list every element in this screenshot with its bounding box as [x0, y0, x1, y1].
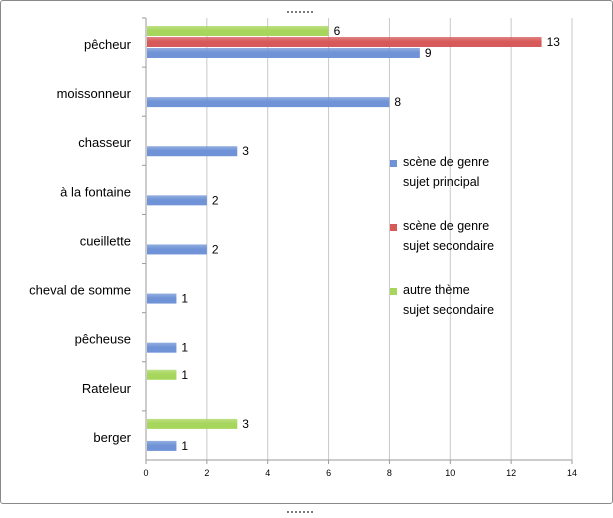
category-label-chasseur: chasseur: [78, 135, 131, 150]
bar-pecheur-series-1: [147, 48, 420, 58]
legend-label-series-2-line-2: sujet secondaire: [403, 239, 494, 253]
legend-label-series-3-line-2: sujet secondaire: [403, 303, 494, 317]
legend-swatch-series-1: [390, 160, 397, 167]
bar-cueillette-series-1: [147, 244, 207, 255]
legend-swatch-series-2: [390, 224, 397, 231]
bar-pecheuse-series-1: [147, 342, 177, 353]
bar-pecheur-series-3: [147, 26, 329, 36]
category-label-pecheuse: pêcheuse: [75, 332, 131, 347]
value-label-moissonneur-series-1: 8: [394, 95, 401, 109]
x-tick-label-14: 14: [567, 468, 577, 478]
value-label-pecheur-series-3: 6: [334, 24, 341, 38]
category-label-cheval-de-somme: cheval de somme: [29, 283, 131, 298]
bars: [147, 26, 542, 451]
x-tick-label-6: 6: [326, 468, 331, 478]
value-label-cheval-de-somme-series-1: 1: [181, 292, 188, 306]
category-label-pecheur: pêcheur: [84, 37, 132, 52]
gridlines: [206, 18, 573, 460]
value-label-cueillette-series-1: 2: [212, 242, 219, 256]
legend-label-series-1-line-2: sujet principal: [403, 175, 479, 189]
x-tick-label-0: 0: [143, 468, 148, 478]
bar-berger-series-3: [147, 418, 238, 429]
axes: [142, 17, 573, 464]
bar-pecheur-series-2: [147, 37, 542, 47]
resize-handle-top[interactable]: [286, 0, 327, 13]
value-label-berger-series-1: 1: [181, 439, 188, 453]
x-tick-label-10: 10: [445, 468, 455, 478]
value-label-pecheuse-series-1: 1: [181, 341, 188, 355]
category-label-berger: berger: [93, 430, 131, 445]
x-tick-label-12: 12: [506, 468, 516, 478]
x-tick-label-8: 8: [387, 468, 392, 478]
bar-cheval-de-somme-series-1: [147, 293, 177, 304]
bar-a-la-fontaine-series-1: [147, 195, 207, 206]
legend-swatch-series-3: [390, 288, 397, 295]
value-label-pecheur-series-1: 9: [425, 46, 432, 60]
category-label-rateleur: Rateleur: [82, 381, 132, 396]
legend-label-series-2-line-1: scène de genre: [403, 219, 489, 233]
value-label-chasseur-series-1: 3: [242, 144, 249, 158]
category-label-cueillette: cueillette: [80, 233, 131, 248]
bar-rateleur-series-3: [147, 369, 177, 380]
category-label-moissonneur: moissonneur: [57, 86, 132, 101]
x-tick-label-4: 4: [265, 468, 270, 478]
legend-label-series-1-line-1: scène de genre: [403, 155, 489, 169]
bar-chasseur-series-1: [147, 146, 238, 157]
x-tick-label-2: 2: [204, 468, 209, 478]
value-label-a-la-fontaine-series-1: 2: [212, 193, 219, 207]
value-label-rateleur-series-3: 1: [181, 368, 188, 382]
bar-moissonneur-series-1: [147, 97, 390, 108]
legend: scène de genre sujet principal scène de ge…: [390, 155, 494, 317]
bar-berger-series-1: [147, 440, 177, 451]
value-label-pecheur-series-2: 13: [547, 35, 561, 49]
legend-label-series-3-line-1: autre thème: [403, 283, 470, 297]
value-label-berger-series-3: 3: [242, 417, 249, 431]
category-label-a-la-fontaine: à la fontaine: [60, 184, 131, 199]
